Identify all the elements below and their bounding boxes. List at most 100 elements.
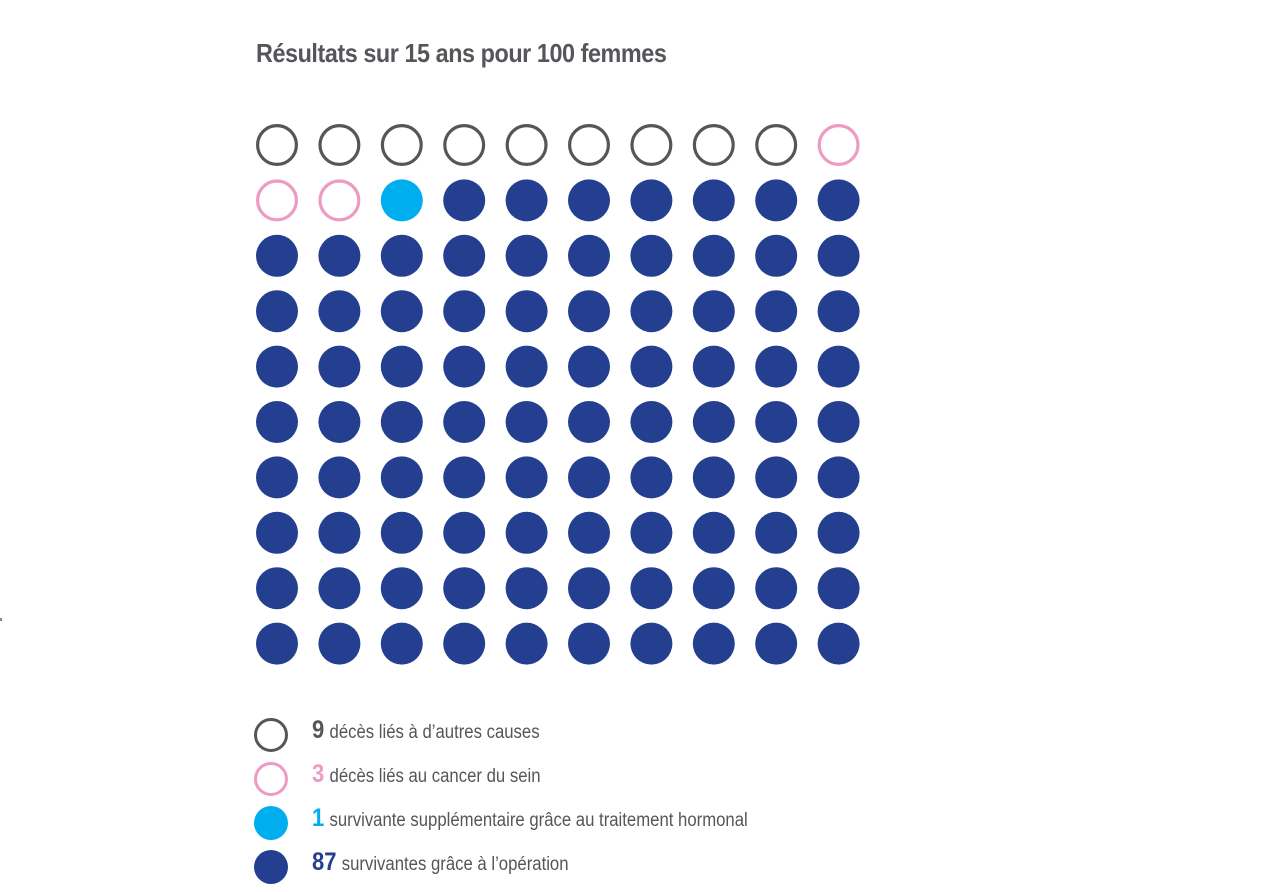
icon-surgery-36 bbox=[568, 290, 610, 333]
icon-surgery-45 bbox=[505, 345, 548, 388]
icon-surgery-22 bbox=[318, 234, 361, 277]
icon-surgery-74 bbox=[443, 511, 486, 554]
icon-surgery-92 bbox=[318, 622, 361, 665]
icon-surgery-88 bbox=[692, 567, 735, 610]
icon-cancer-11 bbox=[256, 179, 299, 222]
icon-cancer-12 bbox=[318, 179, 361, 222]
edge-tick-mark bbox=[0, 618, 2, 621]
icon-surgery-86 bbox=[568, 567, 610, 610]
legend-count: 1 bbox=[312, 804, 325, 832]
icon-surgery-82 bbox=[318, 567, 361, 610]
icon-other-1 bbox=[256, 123, 299, 166]
icon-surgery-100 bbox=[817, 622, 860, 665]
legend-label: survivante supplémentaire grâce au trait… bbox=[329, 810, 748, 831]
icon-surgery-58 bbox=[692, 401, 735, 443]
icon-surgery-26 bbox=[568, 234, 610, 277]
icon-surgery-61 bbox=[256, 456, 298, 499]
outline-circle-icon bbox=[254, 718, 288, 752]
icon-other-4 bbox=[443, 123, 486, 166]
icon-surgery-85 bbox=[505, 567, 548, 610]
icon-surgery-96 bbox=[568, 622, 610, 665]
icon-surgery-89 bbox=[755, 567, 798, 610]
icon-surgery-38 bbox=[692, 290, 735, 333]
icon-surgery-32 bbox=[318, 290, 361, 333]
icon-surgery-37 bbox=[630, 290, 673, 333]
icon-surgery-68 bbox=[692, 456, 735, 499]
icon-surgery-84 bbox=[443, 567, 486, 610]
filled-circle-icon bbox=[254, 806, 288, 840]
legend-item-other-causes: 9 décès liés à d’autres causes bbox=[254, 716, 894, 760]
icon-surgery-73 bbox=[380, 511, 423, 554]
filled-circle-icon bbox=[254, 850, 288, 884]
icon-surgery-24 bbox=[443, 234, 486, 277]
icon-surgery-29 bbox=[755, 234, 798, 277]
icon-surgery-43 bbox=[380, 345, 423, 388]
icon-cancer-10 bbox=[817, 123, 860, 166]
icon-surgery-35 bbox=[505, 290, 548, 333]
icon-surgery-51 bbox=[256, 401, 298, 443]
icon-surgery-30 bbox=[817, 234, 860, 277]
legend-label: décès liés à d’autres causes bbox=[329, 722, 540, 743]
icon-surgery-40 bbox=[817, 290, 860, 333]
outline-circle-icon bbox=[254, 762, 288, 796]
icon-surgery-20 bbox=[817, 179, 860, 222]
icon-surgery-72 bbox=[318, 511, 361, 554]
icon-surgery-48 bbox=[692, 345, 735, 388]
icon-surgery-41 bbox=[256, 345, 298, 388]
icon-surgery-70 bbox=[817, 456, 860, 499]
icon-surgery-98 bbox=[692, 622, 735, 665]
icon-surgery-64 bbox=[443, 456, 486, 499]
icon-other-5 bbox=[505, 123, 548, 166]
icon-surgery-93 bbox=[380, 622, 423, 665]
icon-surgery-99 bbox=[755, 622, 798, 665]
icon-surgery-44 bbox=[443, 345, 486, 388]
icon-other-3 bbox=[380, 123, 423, 166]
icon-surgery-95 bbox=[505, 622, 548, 665]
icon-surgery-66 bbox=[568, 456, 610, 499]
icon-surgery-55 bbox=[505, 401, 548, 443]
icon-surgery-59 bbox=[755, 401, 798, 443]
icon-other-6 bbox=[567, 123, 610, 166]
icon-surgery-80 bbox=[817, 511, 860, 554]
chart-title: Résultats sur 15 ans pour 100 femmes bbox=[256, 38, 667, 68]
icon-surgery-71 bbox=[256, 511, 298, 554]
icon-surgery-69 bbox=[755, 456, 798, 499]
icon-surgery-49 bbox=[755, 345, 798, 388]
icon-surgery-53 bbox=[380, 401, 423, 443]
legend-count: 9 bbox=[312, 716, 325, 744]
icon-surgery-81 bbox=[256, 567, 298, 610]
icon-surgery-91 bbox=[256, 622, 298, 665]
icon-surgery-50 bbox=[817, 345, 860, 388]
legend-count: 3 bbox=[312, 760, 325, 788]
icon-hormonal-13 bbox=[380, 179, 423, 222]
icon-surgery-39 bbox=[755, 290, 798, 333]
icon-surgery-16 bbox=[568, 179, 610, 222]
icon-surgery-23 bbox=[380, 234, 423, 277]
icon-surgery-79 bbox=[755, 511, 798, 554]
icon-surgery-94 bbox=[443, 622, 486, 665]
icon-surgery-83 bbox=[380, 567, 423, 610]
legend: 9 décès liés à d’autres causes 3 décès lié… bbox=[254, 716, 894, 892]
icon-surgery-28 bbox=[692, 234, 735, 277]
icon-surgery-65 bbox=[505, 456, 548, 499]
icon-surgery-25 bbox=[505, 234, 548, 277]
icon-surgery-75 bbox=[505, 511, 548, 554]
icon-surgery-14 bbox=[443, 179, 486, 222]
icon-surgery-76 bbox=[568, 511, 610, 554]
legend-item-breast-cancer: 3 décès liés au cancer du sein bbox=[254, 760, 894, 804]
icon-surgery-21 bbox=[256, 234, 298, 277]
legend-item-hormonal-survivor: 1 survivante supplémentaire grâce au trai… bbox=[254, 804, 894, 848]
icon-surgery-78 bbox=[692, 511, 735, 554]
icon-other-2 bbox=[318, 123, 361, 166]
icon-surgery-42 bbox=[318, 345, 361, 388]
icon-surgery-90 bbox=[817, 567, 860, 610]
icon-surgery-67 bbox=[630, 456, 673, 499]
icon-surgery-57 bbox=[630, 401, 673, 443]
icon-surgery-47 bbox=[630, 345, 673, 388]
icon-surgery-52 bbox=[318, 401, 361, 443]
icon-other-8 bbox=[692, 123, 735, 166]
icon-surgery-34 bbox=[443, 290, 486, 333]
icon-surgery-18 bbox=[692, 179, 735, 222]
icon-surgery-87 bbox=[630, 567, 673, 610]
icon-surgery-31 bbox=[256, 290, 298, 333]
